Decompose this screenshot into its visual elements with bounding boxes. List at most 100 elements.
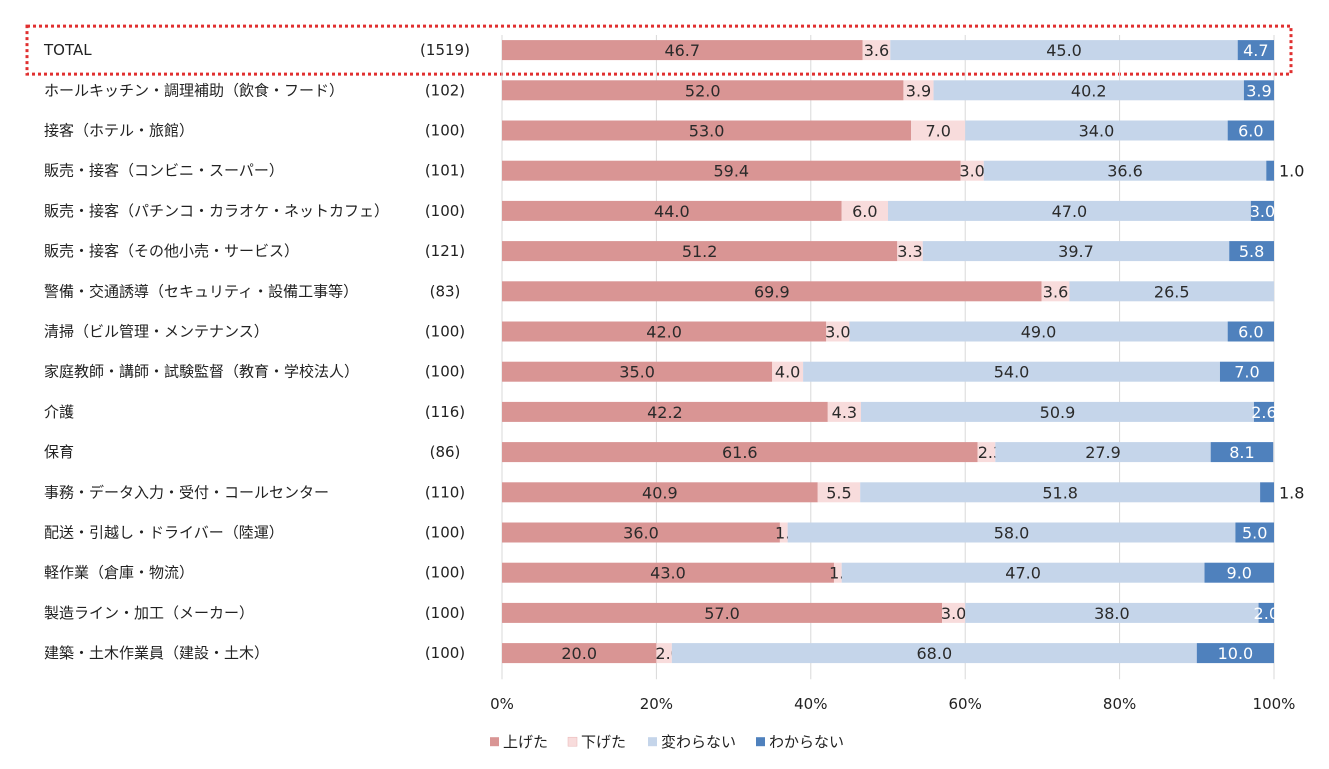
data-label: 1.0 [1279, 162, 1304, 181]
data-label: 3.0 [1250, 202, 1275, 221]
data-label: 10.0 [1218, 644, 1254, 663]
count-label: (86) [430, 443, 461, 461]
bar-segment [1227, 321, 1274, 342]
data-label: 3.3 [897, 242, 922, 261]
data-label: 47.0 [1005, 564, 1041, 583]
bar-segment [1210, 442, 1274, 463]
data-label: 43.0 [650, 564, 686, 583]
bar-segment [502, 361, 773, 382]
data-label: 6.0 [852, 202, 877, 221]
data-label: 3.0 [825, 323, 850, 342]
data-label: 5.5 [826, 483, 851, 502]
data-label: 39.7 [1058, 242, 1094, 261]
bar-segment [817, 482, 861, 503]
data-label: 61.6 [722, 443, 758, 462]
category-label: ホールキッチン・調理補助（飲食・フード） [44, 81, 344, 99]
data-label: 58.0 [994, 524, 1030, 543]
data-label: 59.4 [713, 162, 749, 181]
count-label: (121) [425, 242, 465, 260]
category-label: 建築・土木作業員（建設・土木） [44, 644, 269, 662]
data-label: 3.9 [906, 81, 931, 100]
category-label: 販売・接客（パチンコ・カラオケ・ネットカフェ） [44, 202, 389, 220]
bar-segment [862, 40, 891, 61]
bar-segment [772, 361, 804, 382]
bar-segment [502, 281, 1042, 302]
data-label: 36.0 [623, 524, 659, 543]
count-label: (100) [425, 122, 465, 140]
category-label: 家庭教師・講師・試験監督（教育・学校法人） [44, 363, 359, 381]
bar-segment [983, 160, 1267, 181]
data-label: 6.0 [1238, 122, 1263, 141]
data-label: 4.7 [1243, 41, 1268, 60]
legend-label: わからない [769, 733, 844, 751]
x-axis-ticks: 0% 20% 40% 60% 80% 100% [490, 695, 1295, 713]
category-label: 軽作業（倉庫・物流） [44, 564, 194, 582]
bar-segment [1229, 241, 1274, 262]
bar-segment [965, 602, 1259, 623]
data-label: 57.0 [704, 604, 740, 623]
bar-segment [1266, 160, 1274, 181]
bars: 46.7 3.6 45.0 4.7 52.0 3.9 40.2 3.9 53.0 7.0 34.0 6… [502, 40, 1304, 664]
bar-segment [903, 80, 934, 101]
count-label: (100) [425, 524, 465, 542]
bar-segment [833, 562, 842, 583]
x-tick-label: 40% [794, 695, 827, 713]
count-label: (102) [425, 81, 465, 99]
data-label: 46.7 [664, 41, 700, 60]
count-label: (116) [425, 403, 465, 421]
bar-segment [911, 120, 966, 141]
data-label: 51.8 [1042, 483, 1078, 502]
data-label: 52.0 [685, 81, 721, 100]
bar-segment [888, 200, 1251, 221]
count-label: (100) [425, 604, 465, 622]
bar-segment [1227, 120, 1274, 141]
data-label: 6.0 [1238, 323, 1263, 342]
category-label: 清掃（ビル管理・メンテナンス） [44, 323, 269, 341]
bar-segment [960, 160, 984, 181]
count-label: (100) [425, 564, 465, 582]
category-label: 事務・データ入力・受付・コールセンター [44, 483, 329, 501]
bar-segment [1069, 281, 1274, 302]
data-label: 3.6 [1043, 282, 1068, 301]
data-label: 69.9 [754, 282, 790, 301]
data-label: 36.6 [1107, 162, 1143, 181]
count-label: (100) [425, 644, 465, 662]
bar-segment [841, 562, 1205, 583]
bar-segment [502, 643, 657, 664]
bar-segment [826, 321, 850, 342]
category-label: 販売・接客（コンビニ・スーパー） [44, 162, 284, 180]
data-label: 5.8 [1239, 242, 1264, 261]
bar-segment [502, 120, 912, 141]
bar-segment [502, 160, 961, 181]
bar-segment [965, 120, 1228, 141]
data-label: 42.2 [647, 403, 683, 422]
data-label: 26.5 [1154, 282, 1190, 301]
bar-segment [1235, 522, 1274, 543]
bar-segment [502, 40, 863, 61]
gridlines [501, 35, 1275, 680]
bar-segment [502, 602, 943, 623]
bar-segment [827, 401, 861, 422]
legend-swatch [756, 737, 765, 747]
category-label: 保育 [44, 443, 74, 461]
bar-segment [502, 321, 827, 342]
x-tick-label: 60% [949, 695, 982, 713]
bar-segment [1243, 80, 1274, 101]
legend-swatch [567, 736, 578, 747]
bar-segment [502, 200, 842, 221]
category-label: TOTAL [43, 41, 92, 59]
bar-segment [897, 241, 923, 262]
bar-segment [502, 442, 978, 463]
category-label: 介護 [44, 403, 74, 421]
bar-segment [671, 643, 1197, 664]
bar-segment [1258, 602, 1274, 623]
x-tick-label: 20% [640, 695, 673, 713]
data-label: 49.0 [1021, 323, 1057, 342]
data-label: 20.0 [561, 644, 597, 663]
bar-segment [1253, 401, 1274, 422]
bar-segment [1260, 482, 1274, 503]
data-label: 45.0 [1046, 41, 1082, 60]
count-label: (1519) [420, 41, 470, 59]
category-label: 警備・交通誘導（セキュリティ・設備工事等） [44, 282, 358, 300]
